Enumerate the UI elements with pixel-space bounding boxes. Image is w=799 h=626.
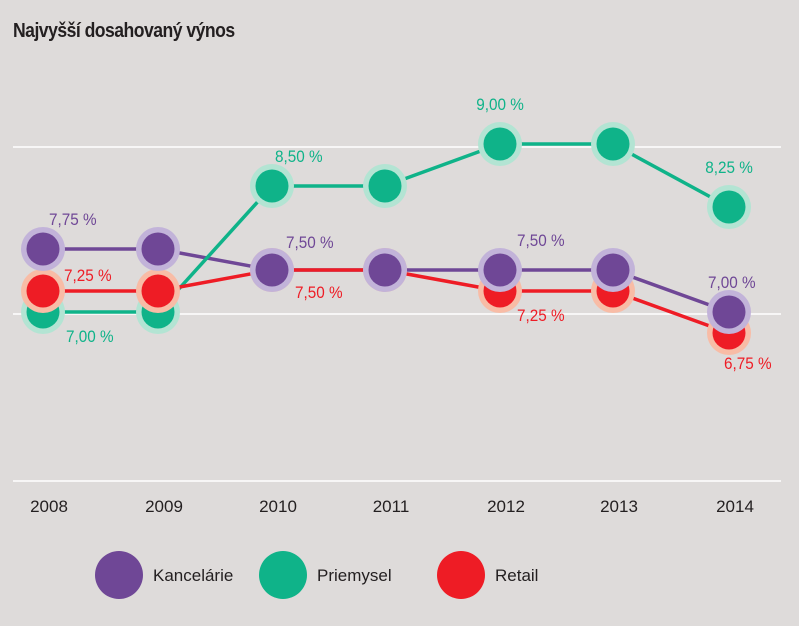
x-tick-label: 2009 (145, 497, 183, 516)
data-point (21, 227, 65, 271)
x-tick-label: 2013 (600, 497, 638, 516)
x-tick-label: 2010 (259, 497, 297, 516)
data-point-marker (26, 274, 60, 308)
legend-label: Kancelárie (153, 566, 233, 585)
data-label: 7,00 % (708, 273, 756, 292)
data-label: 7,25 % (64, 266, 112, 285)
data-point (136, 269, 180, 313)
data-point-marker (141, 274, 175, 308)
data-label: 9,00 % (476, 95, 524, 114)
x-axis-ticks: 2008 2009 2010 2011 2012 2013 2014 (30, 497, 754, 516)
data-point-marker (596, 127, 630, 161)
data-label: 7,75 % (49, 210, 97, 229)
data-point-marker (483, 127, 517, 161)
data-label: 8,50 % (275, 147, 323, 166)
data-point (21, 269, 65, 313)
data-point (591, 248, 635, 292)
legend-item-kancelárie: Kancelárie (95, 551, 233, 599)
data-point (250, 248, 294, 292)
data-point (591, 122, 635, 166)
data-label: 7,50 % (286, 233, 334, 252)
data-point (707, 290, 751, 334)
data-point-marker (483, 253, 517, 287)
data-point-marker (255, 253, 289, 287)
data-point-marker (141, 232, 175, 266)
data-label: 6,75 % (724, 354, 772, 373)
legend-swatch (437, 551, 485, 599)
data-point (363, 164, 407, 208)
legend-item-retail: Retail (437, 551, 538, 599)
data-label: 7,00 % (66, 327, 114, 346)
data-point (250, 164, 294, 208)
data-point (136, 227, 180, 271)
chart-title: Najvyšší dosahovaný výnos (13, 20, 235, 42)
data-point-marker (712, 295, 746, 329)
series-points (21, 122, 751, 355)
data-point-marker (368, 253, 402, 287)
data-point-marker (255, 169, 289, 203)
legend-label: Retail (495, 566, 538, 585)
legend: Kancelárie Priemysel Retail (95, 551, 538, 599)
x-tick-label: 2012 (487, 497, 525, 516)
data-point-marker (26, 232, 60, 266)
data-point (707, 185, 751, 229)
data-point-marker (596, 253, 630, 287)
data-label: 7,50 % (295, 283, 343, 302)
data-label: 7,25 % (517, 306, 565, 325)
x-tick-label: 2011 (373, 497, 410, 516)
data-point (478, 122, 522, 166)
data-label: 7,50 % (517, 231, 565, 250)
data-labels: 7,75 % 7,50 % 7,50 % 7,00 % 7,00 % 8,50 % 9,00… (49, 95, 772, 373)
legend-label: Priemysel (317, 566, 392, 585)
data-point-marker (712, 190, 746, 224)
legend-item-priemysel: Priemysel (259, 551, 392, 599)
x-tick-label: 2014 (716, 497, 754, 516)
x-tick-label: 2008 (30, 497, 68, 516)
data-point-marker (368, 169, 402, 203)
data-point (363, 248, 407, 292)
legend-swatch (95, 551, 143, 599)
data-label: 8,25 % (705, 158, 753, 177)
data-point (478, 248, 522, 292)
legend-swatch (259, 551, 307, 599)
